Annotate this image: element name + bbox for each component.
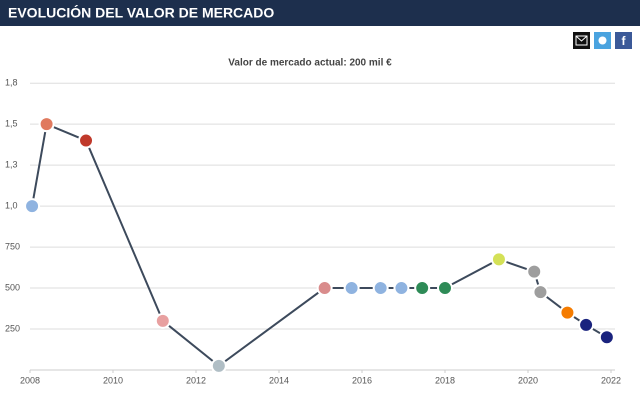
club-marker[interactable] xyxy=(38,116,55,133)
club-marker[interactable] xyxy=(24,198,41,215)
y-tick-label: 1,0 xyxy=(5,200,18,210)
x-tick-label: 2022 xyxy=(601,375,621,385)
club-marker[interactable] xyxy=(414,280,431,297)
club-marker[interactable] xyxy=(598,329,615,346)
y-tick-label: 750 xyxy=(5,241,20,251)
y-tick-label: 1,3 xyxy=(5,160,18,170)
club-marker[interactable] xyxy=(372,280,389,297)
club-marker[interactable] xyxy=(490,251,507,268)
chart-subtitle: Valor de mercado actual: 200 mil € xyxy=(228,58,392,69)
club-marker[interactable] xyxy=(578,316,595,333)
series-line xyxy=(31,122,608,368)
share-facebook[interactable]: f xyxy=(615,32,632,49)
y-tick-label: 1,8 xyxy=(5,78,18,88)
club-marker[interactable] xyxy=(316,280,333,297)
club-marker[interactable] xyxy=(393,280,410,297)
x-tick-label: 2020 xyxy=(518,375,538,385)
header-bar xyxy=(0,0,640,26)
share-twitter[interactable] xyxy=(594,32,611,49)
club-marker[interactable] xyxy=(343,280,360,297)
club-marker[interactable] xyxy=(526,263,543,280)
club-marker[interactable] xyxy=(154,312,171,329)
x-tick-label: 2018 xyxy=(435,375,455,385)
x-tick-label: 2008 xyxy=(20,375,40,385)
y-tick-label: 500 xyxy=(5,282,20,292)
y-tick-label: 250 xyxy=(5,323,20,333)
share-email[interactable] xyxy=(573,32,590,49)
x-tick-label: 2014 xyxy=(269,375,289,385)
svg-text:f: f xyxy=(622,34,627,48)
y-tick-label: 1,5 xyxy=(5,119,18,129)
x-tick-label: 2010 xyxy=(103,375,123,385)
club-marker[interactable] xyxy=(210,357,227,374)
club-marker[interactable] xyxy=(532,284,549,301)
club-marker[interactable] xyxy=(437,280,453,297)
chart-title: EVOLUCIÓN DEL VALOR DE MERCADO xyxy=(8,4,274,21)
club-marker[interactable] xyxy=(78,132,95,149)
club-marker[interactable] xyxy=(559,304,576,321)
x-tick-label: 2012 xyxy=(186,375,206,385)
x-tick-label: 2016 xyxy=(352,375,372,385)
